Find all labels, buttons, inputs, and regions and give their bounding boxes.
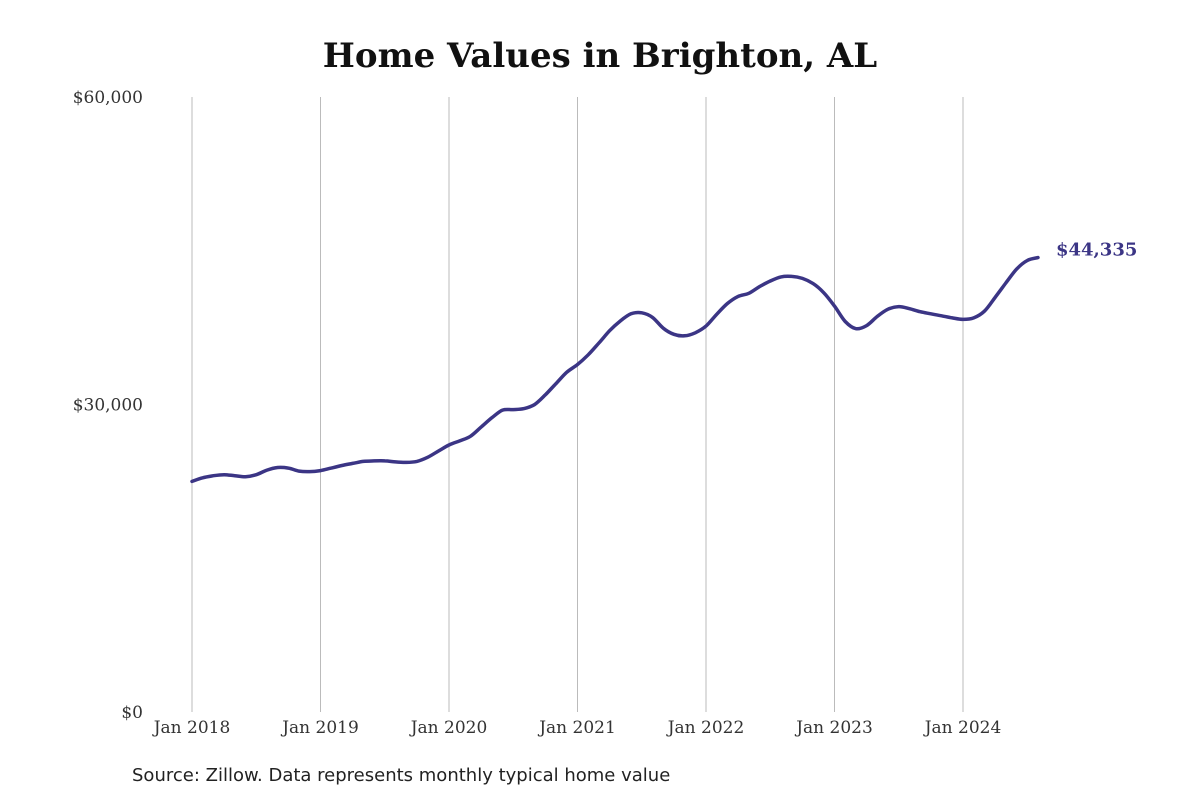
end-value-label: $44,335 xyxy=(1056,240,1137,261)
x-tick-label: Jan 2023 xyxy=(794,718,873,738)
x-tick-label: Jan 2024 xyxy=(923,718,1002,738)
x-tick-label: Jan 2019 xyxy=(280,718,359,738)
y-tick-label: $30,000 xyxy=(73,396,143,416)
y-tick-label: $60,000 xyxy=(73,88,143,108)
x-axis-ticks: Jan 2018 Jan 2019 Jan 2020 Jan 2021 Jan 2022… xyxy=(152,718,1002,738)
x-tick-label: Jan 2021 xyxy=(537,718,616,738)
x-tick-label: Jan 2022 xyxy=(666,718,745,738)
chart-title: Home Values in Brighton, AL xyxy=(322,36,878,76)
chart-source-note: Source: Zillow. Data represents monthly … xyxy=(132,765,671,786)
home-value-line xyxy=(190,255,1040,484)
x-tick-label: Jan 2020 xyxy=(409,718,488,738)
y-tick-label: $0 xyxy=(121,703,143,723)
x-tick-label: Jan 2018 xyxy=(152,718,231,738)
grid-lines xyxy=(191,97,964,712)
y-axis-ticks: $0 $30,000 $60,000 xyxy=(73,88,143,723)
